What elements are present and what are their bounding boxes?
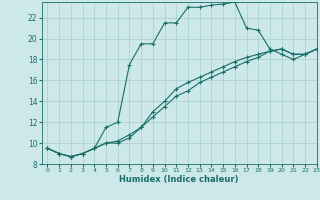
X-axis label: Humidex (Indice chaleur): Humidex (Indice chaleur) <box>119 175 239 184</box>
